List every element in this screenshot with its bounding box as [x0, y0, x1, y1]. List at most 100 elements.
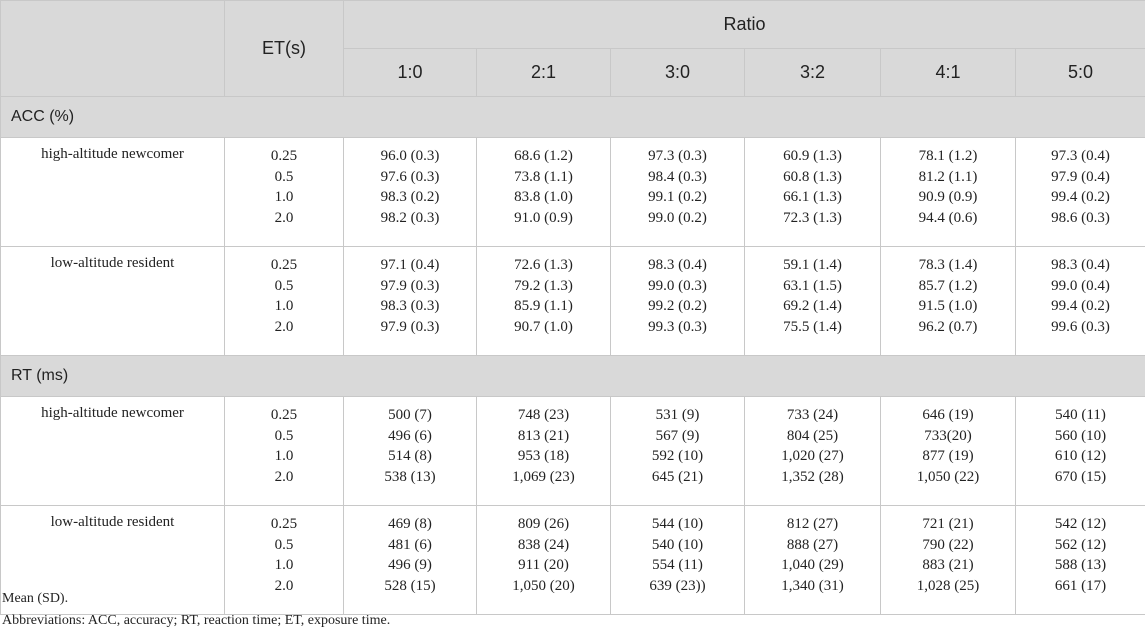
- et-value: 1.0: [225, 296, 343, 317]
- mean-sd-value: 83.8 (1.0): [477, 187, 610, 208]
- et-value: 2.0: [225, 467, 343, 488]
- mean-sd-value: 562 (12): [1016, 535, 1145, 556]
- mean-sd-value: 911 (20): [477, 555, 610, 576]
- mean-sd-value: 1,352 (28): [745, 467, 880, 488]
- data-cell: 78.1 (1.2)81.2 (1.1)90.9 (0.9)94.4 (0.6): [881, 138, 1016, 247]
- mean-sd-value: 646 (19): [881, 405, 1015, 426]
- mean-sd-value: 588 (13): [1016, 555, 1145, 576]
- mean-sd-value: 877 (19): [881, 446, 1015, 467]
- et-value: 0.5: [225, 535, 343, 556]
- mean-sd-value: 73.8 (1.1): [477, 167, 610, 188]
- mean-sd-value: 91.5 (1.0): [881, 296, 1015, 317]
- mean-sd-value: 96.2 (0.7): [881, 317, 1015, 338]
- data-cell: 733 (24)804 (25)1,020 (27)1,352 (28): [745, 397, 881, 506]
- data-cell: 60.9 (1.3)60.8 (1.3)66.1 (1.3)72.3 (1.3): [745, 138, 881, 247]
- data-cell: 72.6 (1.3)79.2 (1.3)85.9 (1.1)90.7 (1.0): [477, 247, 611, 356]
- footnote-mean-sd: Mean (SD).: [2, 588, 390, 610]
- data-cell: 540 (11)560 (10)610 (12)670 (15): [1016, 397, 1145, 506]
- mean-sd-value: 1,050 (22): [881, 467, 1015, 488]
- mean-sd-value: 748 (23): [477, 405, 610, 426]
- mean-sd-value: 888 (27): [745, 535, 880, 556]
- mean-sd-value: 99.3 (0.3): [611, 317, 744, 338]
- ratio-column-header: 5:0: [1016, 49, 1145, 97]
- mean-sd-value: 75.5 (1.4): [745, 317, 880, 338]
- results-table: ET(s) Ratio 1:0 2:1 3:0 3:2 4:1 5:0 ACC …: [0, 0, 1145, 615]
- ratio-column-header: 1:0: [344, 49, 477, 97]
- mean-sd-value: 542 (12): [1016, 514, 1145, 535]
- mean-sd-value: 645 (21): [611, 467, 744, 488]
- mean-sd-value: 91.0 (0.9): [477, 208, 610, 229]
- data-cell: 542 (12)562 (12)588 (13)661 (17): [1016, 506, 1145, 615]
- data-cell: 78.3 (1.4)85.7 (1.2)91.5 (1.0)96.2 (0.7): [881, 247, 1016, 356]
- mean-sd-value: 639 (23)): [611, 576, 744, 597]
- data-cell: 97.3 (0.3)98.4 (0.3)99.1 (0.2)99.0 (0.2): [611, 138, 745, 247]
- mean-sd-value: 733 (24): [745, 405, 880, 426]
- ratio-column-header: 4:1: [881, 49, 1016, 97]
- table-footnotes: Mean (SD). Abbreviations: ACC, accuracy;…: [2, 588, 390, 632]
- mean-sd-value: 63.1 (1.5): [745, 276, 880, 297]
- mean-sd-value: 78.3 (1.4): [881, 255, 1015, 276]
- et-value: 1.0: [225, 555, 343, 576]
- group-label: high-altitude newcomer: [1, 138, 225, 247]
- data-cell: 98.3 (0.4)99.0 (0.3)99.2 (0.2)99.3 (0.3): [611, 247, 745, 356]
- data-cell: 98.3 (0.4)99.0 (0.4)99.4 (0.2)99.6 (0.3): [1016, 247, 1145, 356]
- mean-sd-value: 98.3 (0.2): [344, 187, 476, 208]
- mean-sd-value: 610 (12): [1016, 446, 1145, 467]
- data-cell: 544 (10)540 (10)554 (11)639 (23)): [611, 506, 745, 615]
- mean-sd-value: 98.4 (0.3): [611, 167, 744, 188]
- mean-sd-value: 554 (11): [611, 555, 744, 576]
- mean-sd-value: 97.9 (0.4): [1016, 167, 1145, 188]
- section-row: ACC (%): [1, 97, 1145, 138]
- section-row: RT (ms): [1, 356, 1145, 397]
- footnote-abbreviations: Abbreviations: ACC, accuracy; RT, reacti…: [2, 610, 390, 632]
- et-value: 0.25: [225, 405, 343, 426]
- mean-sd-value: 670 (15): [1016, 467, 1145, 488]
- et-value: 2.0: [225, 208, 343, 229]
- mean-sd-value: 1,028 (25): [881, 576, 1015, 597]
- mean-sd-value: 953 (18): [477, 446, 610, 467]
- mean-sd-value: 481 (6): [344, 535, 476, 556]
- mean-sd-value: 97.1 (0.4): [344, 255, 476, 276]
- ratio-column-header: 3:2: [745, 49, 881, 97]
- mean-sd-value: 66.1 (1.3): [745, 187, 880, 208]
- mean-sd-value: 79.2 (1.3): [477, 276, 610, 297]
- mean-sd-value: 98.3 (0.3): [344, 296, 476, 317]
- mean-sd-value: 1,340 (31): [745, 576, 880, 597]
- mean-sd-value: 96.0 (0.3): [344, 146, 476, 167]
- mean-sd-value: 98.2 (0.3): [344, 208, 476, 229]
- mean-sd-value: 97.6 (0.3): [344, 167, 476, 188]
- mean-sd-value: 59.1 (1.4): [745, 255, 880, 276]
- data-cell: 748 (23)813 (21)953 (18)1,069 (23): [477, 397, 611, 506]
- mean-sd-value: 721 (21): [881, 514, 1015, 535]
- mean-sd-value: 1,050 (20): [477, 576, 610, 597]
- mean-sd-value: 883 (21): [881, 555, 1015, 576]
- mean-sd-value: 97.9 (0.3): [344, 276, 476, 297]
- mean-sd-value: 99.0 (0.2): [611, 208, 744, 229]
- mean-sd-value: 99.0 (0.3): [611, 276, 744, 297]
- mean-sd-value: 496 (9): [344, 555, 476, 576]
- mean-sd-value: 69.2 (1.4): [745, 296, 880, 317]
- section-label: ACC (%): [1, 97, 1145, 138]
- mean-sd-value: 790 (22): [881, 535, 1015, 556]
- mean-sd-value: 85.9 (1.1): [477, 296, 610, 317]
- mean-sd-value: 94.4 (0.6): [881, 208, 1015, 229]
- mean-sd-value: 72.6 (1.3): [477, 255, 610, 276]
- mean-sd-value: 60.9 (1.3): [745, 146, 880, 167]
- mean-sd-value: 661 (17): [1016, 576, 1145, 597]
- mean-sd-value: 496 (6): [344, 426, 476, 447]
- mean-sd-value: 99.1 (0.2): [611, 187, 744, 208]
- mean-sd-value: 1,069 (23): [477, 467, 610, 488]
- mean-sd-value: 560 (10): [1016, 426, 1145, 447]
- et-value: 2.0: [225, 317, 343, 338]
- et-value: 1.0: [225, 187, 343, 208]
- mean-sd-value: 809 (26): [477, 514, 610, 535]
- mean-sd-value: 540 (10): [611, 535, 744, 556]
- et-value: 0.25: [225, 146, 343, 167]
- mean-sd-value: 812 (27): [745, 514, 880, 535]
- mean-sd-value: 538 (13): [344, 467, 476, 488]
- mean-sd-value: 813 (21): [477, 426, 610, 447]
